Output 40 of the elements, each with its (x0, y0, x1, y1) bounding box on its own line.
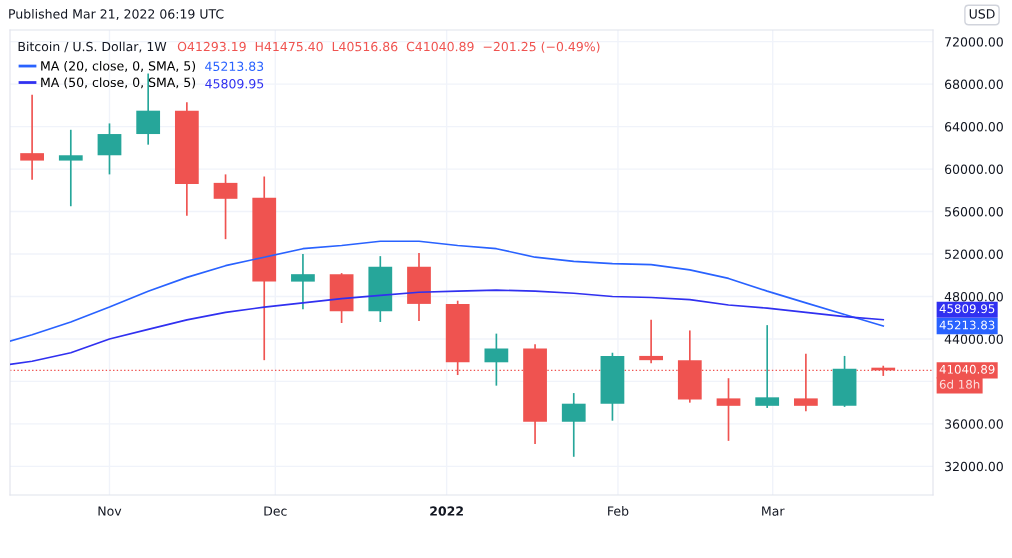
y-tick-label: 32000.00 (945, 461, 1003, 472)
annotation: O41293.19 H41475.40 L40516.86 C41040.89 −201.25 (−0.49%) (177, 41, 600, 53)
candlestick (213, 173, 238, 240)
candlestick (755, 324, 780, 409)
annotation: 45809.95 (205, 78, 264, 89)
annotation: 45213.83 (205, 61, 264, 72)
candlestick (794, 352, 818, 412)
y-tick-label: 64000.00 (944, 122, 1003, 132)
y-tick-label: 60000.00 (944, 164, 1003, 174)
text: Published Mar 21, 2022 06:19 UTC (9, 8, 224, 20)
candlestick (639, 318, 664, 365)
text: 6d 18h (939, 379, 980, 389)
x-tick-label: Feb (608, 506, 629, 516)
y-tick-label: 52000.00 (945, 249, 1003, 259)
x-tick-label: Dec (264, 506, 287, 516)
y-tick-label: 44000.00 (944, 334, 1003, 344)
y-tick-label: 36000.00 (945, 419, 1003, 429)
candlestick (716, 377, 741, 442)
y-tick-label: 48000.00 (944, 291, 1003, 302)
text: 45809.95 (939, 304, 995, 314)
candlestick (20, 93, 44, 181)
text: USD (969, 9, 995, 19)
legend-label: MA (20, close, 0, SMA, 5) (41, 60, 196, 73)
y-tick-label: 56000.00 (945, 207, 1003, 217)
y-tick-label: 68000.00 (944, 79, 1003, 90)
x-tick-label: Nov (98, 506, 122, 516)
line-series (10, 289, 885, 366)
candlestick (561, 392, 586, 458)
y-tick-label: 72000.00 (945, 37, 1003, 47)
x-tick-label: Mar (762, 506, 785, 516)
text: 45213.83 (939, 320, 995, 330)
candlestick (58, 128, 83, 208)
ref-line-label: 41040.89 (939, 364, 995, 374)
x-tick-label: 2022 (430, 506, 463, 516)
candlestick (291, 253, 315, 311)
line-series (10, 240, 885, 342)
candlestick (484, 332, 509, 387)
candlestick (97, 122, 122, 176)
legend-label: MA (50, close, 0, SMA, 5) (41, 77, 196, 89)
text: Bitcoin / U.S. Dollar, 1W (18, 41, 167, 53)
